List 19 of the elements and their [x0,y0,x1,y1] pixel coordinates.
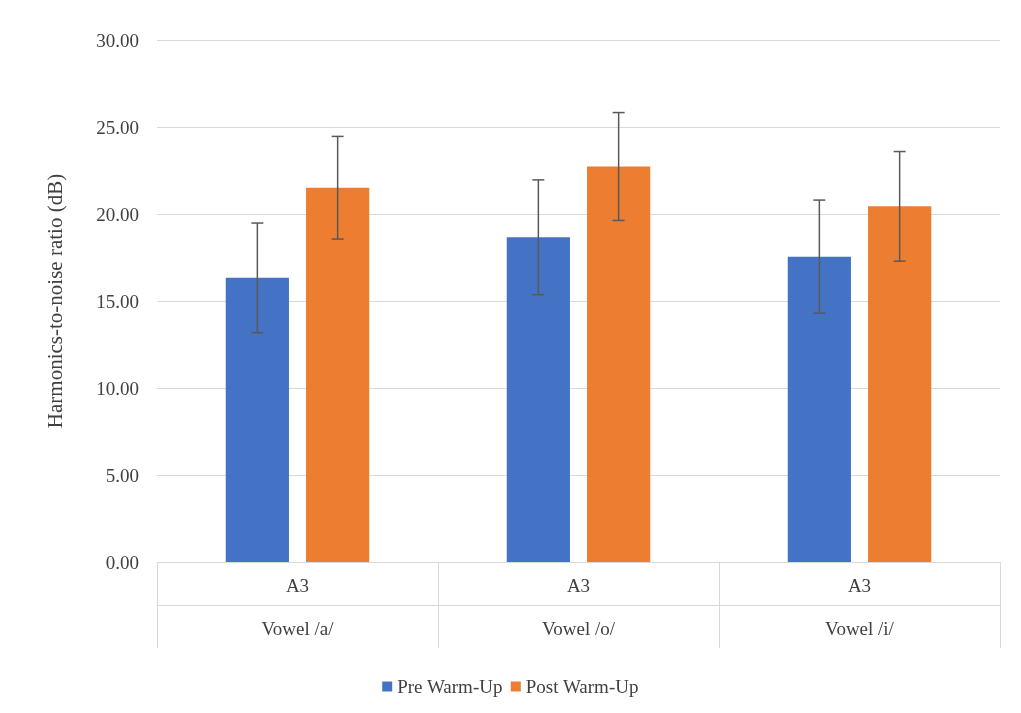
bar [225,277,289,562]
legend-label: Post Warm-Up [525,676,639,697]
category-label: A3 Vowel /o/ [541,575,616,639]
y-tick-label: 0.00 [105,551,139,573]
bar [306,187,370,562]
y-tick-label: 30.00 [96,29,139,51]
y-tick-label: 10.00 [96,377,139,399]
y-tick-label: 15.00 [96,290,139,312]
category-label: A3 Vowel /i/ [825,575,894,639]
bar [587,166,651,562]
y-tick-label: 5.00 [105,464,139,486]
y-tick-label: 25.00 [96,116,139,138]
category-label: A3 Vowel /a/ [261,575,334,639]
bar [506,237,570,562]
y-axis-title: Harmonics-to-noise ratio (dB) [42,173,67,429]
legend-label: Pre Warm-Up [397,676,503,697]
y-tick-label: 20.00 [96,203,139,225]
bar [868,206,932,562]
bar [787,256,851,562]
